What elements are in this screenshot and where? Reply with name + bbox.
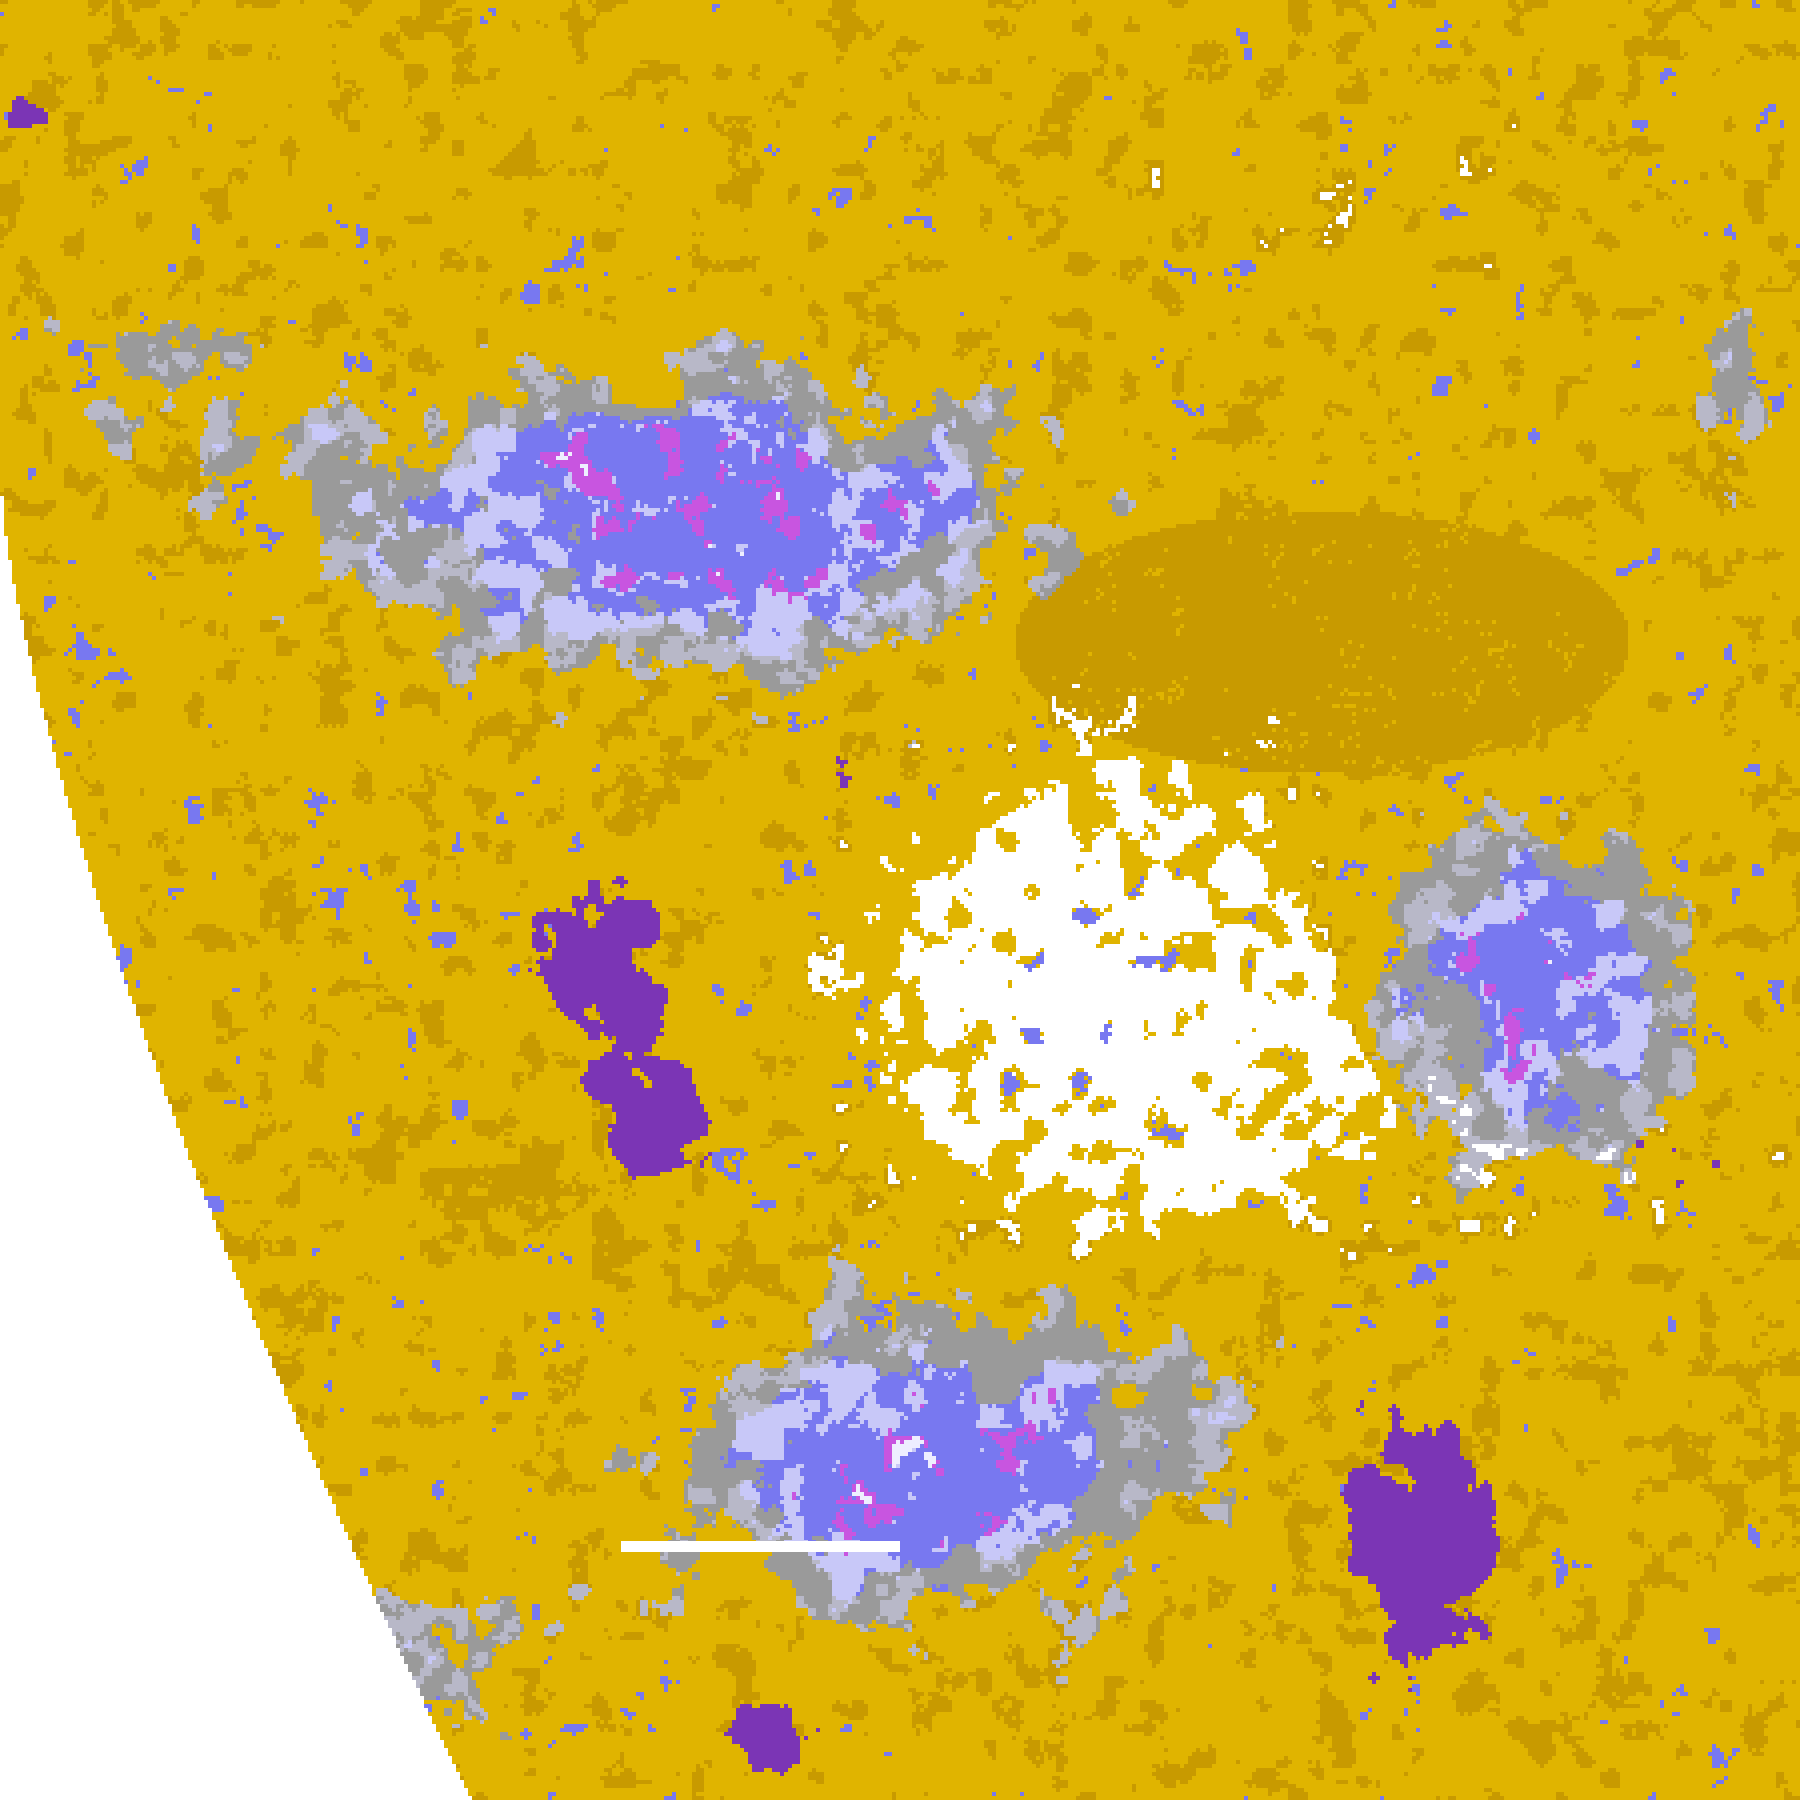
scale-bar — [621, 1541, 900, 1552]
